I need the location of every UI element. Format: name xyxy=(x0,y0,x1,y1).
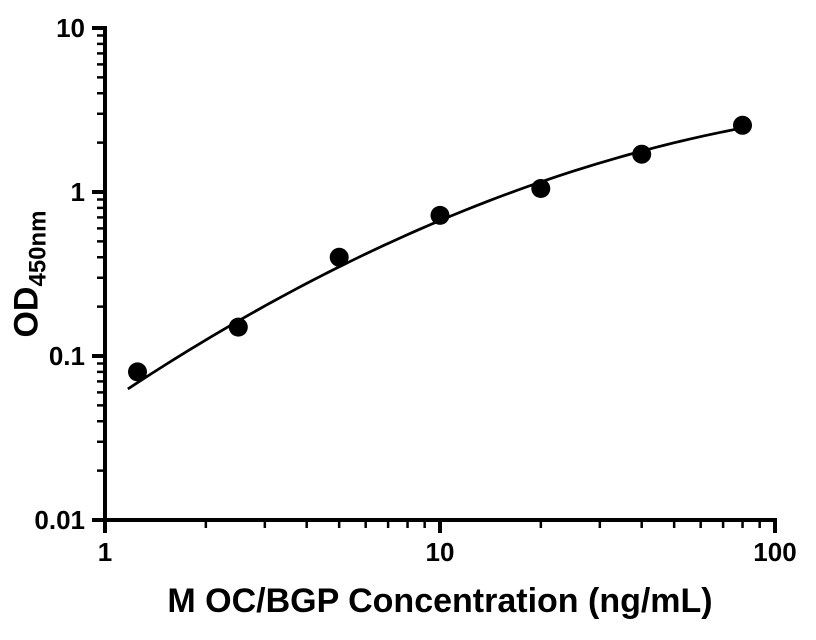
y-tick-label: 10 xyxy=(56,13,85,43)
y-tick-label: 0.01 xyxy=(34,505,85,535)
data-point xyxy=(329,247,349,267)
data-point xyxy=(632,144,652,164)
data-point xyxy=(531,179,551,198)
y-tick-label: 0.1 xyxy=(49,341,85,371)
x-axis-title: M OC/BGP Concentration (ng/mL) xyxy=(167,582,713,620)
y-axis-title-main: OD xyxy=(7,286,46,338)
data-point xyxy=(128,362,147,382)
y-axis-title: OD450nm xyxy=(8,210,53,337)
data-point xyxy=(228,317,248,337)
data-point xyxy=(430,205,450,225)
axis-lines xyxy=(103,26,777,522)
x-tick-label: 10 xyxy=(426,537,455,567)
x-tick-label: 1 xyxy=(98,537,112,567)
fit-curve xyxy=(127,126,743,391)
x-tick-label: 100 xyxy=(753,537,796,567)
data-point xyxy=(733,115,752,135)
y-tick-label: 1 xyxy=(71,177,85,207)
y-axis-title-subscript: 450nm xyxy=(24,210,52,287)
